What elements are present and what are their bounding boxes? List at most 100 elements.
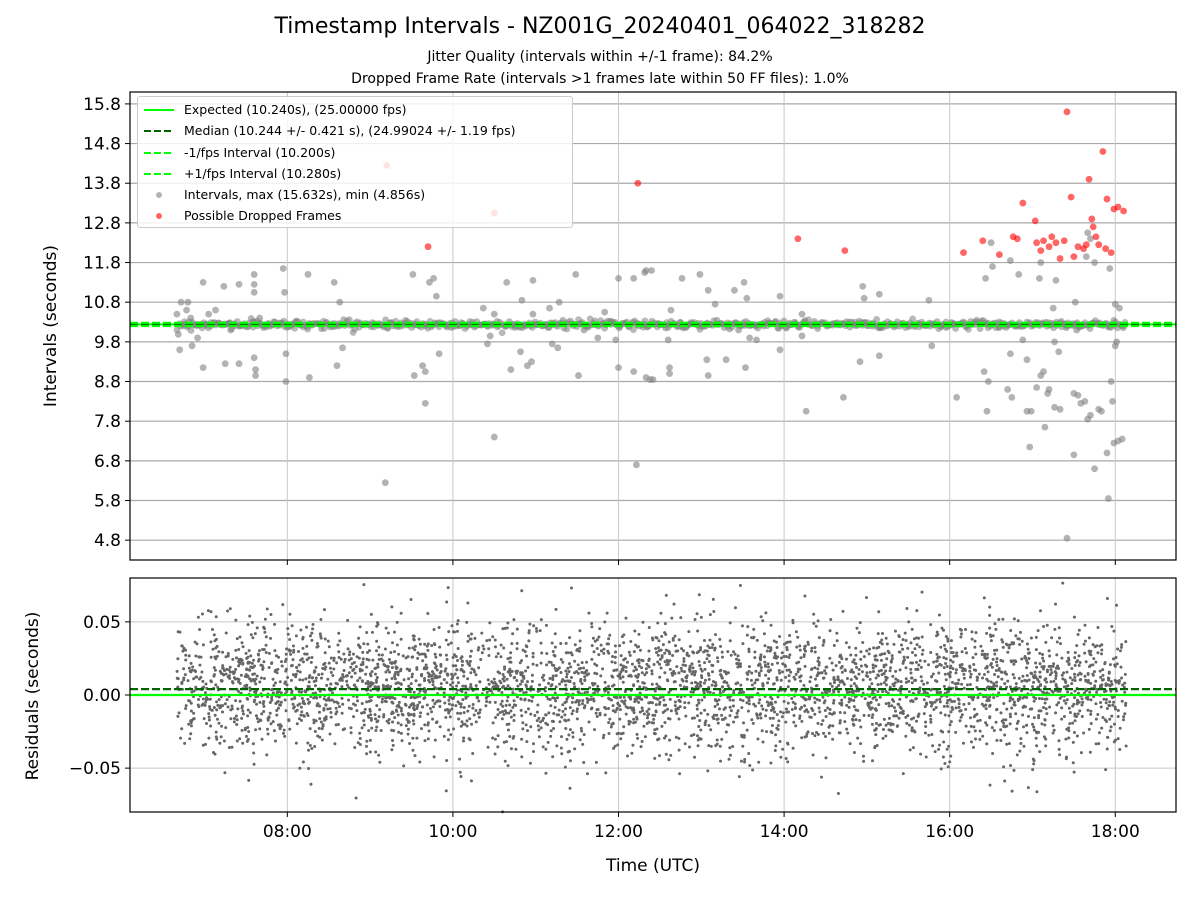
interval-point bbox=[1074, 392, 1082, 399]
interval-point bbox=[479, 304, 487, 312]
residual-point bbox=[231, 670, 235, 674]
residual-point bbox=[667, 758, 671, 762]
residual-point bbox=[663, 622, 667, 626]
residual-point bbox=[394, 665, 398, 669]
residual-point bbox=[1067, 656, 1071, 660]
residual-point bbox=[615, 706, 619, 710]
residual-point bbox=[720, 655, 724, 659]
residual-point bbox=[412, 722, 416, 726]
residual-point bbox=[688, 664, 692, 668]
residual-point bbox=[307, 676, 311, 680]
residual-point bbox=[798, 644, 802, 648]
dropped-frame-point bbox=[1033, 239, 1041, 247]
residual-point bbox=[318, 717, 322, 721]
residual-point bbox=[824, 672, 828, 676]
residual-point bbox=[1048, 673, 1052, 677]
residual-point bbox=[447, 702, 451, 706]
residual-point bbox=[859, 725, 863, 729]
residual-point bbox=[515, 647, 519, 651]
interval-point bbox=[282, 378, 290, 385]
residual-point bbox=[310, 656, 314, 660]
residual-point bbox=[978, 729, 982, 733]
residual-point bbox=[406, 720, 410, 724]
residual-point bbox=[474, 708, 478, 712]
interval-point bbox=[630, 326, 637, 334]
residual-point bbox=[613, 655, 617, 659]
residual-point bbox=[340, 696, 344, 700]
residual-point bbox=[466, 677, 470, 681]
residual-point bbox=[601, 667, 605, 671]
residual-point bbox=[1043, 685, 1047, 689]
residual-point bbox=[1087, 636, 1091, 640]
residual-point bbox=[520, 714, 524, 718]
residual-point bbox=[215, 654, 219, 658]
residual-point bbox=[476, 648, 480, 652]
residual-point bbox=[973, 729, 977, 733]
residual-point bbox=[235, 723, 239, 727]
residual-point bbox=[1107, 678, 1111, 682]
residual-point bbox=[189, 721, 193, 725]
residual-point bbox=[881, 728, 885, 732]
residual-point bbox=[756, 678, 760, 682]
residual-point bbox=[279, 703, 283, 707]
residual-point bbox=[231, 657, 235, 661]
residual-point bbox=[865, 649, 869, 653]
residual-point bbox=[258, 727, 262, 731]
residual-point bbox=[492, 677, 496, 681]
residual-point bbox=[1040, 697, 1044, 701]
residual-point bbox=[976, 719, 980, 723]
residual-point bbox=[261, 702, 265, 706]
residual-point bbox=[771, 682, 775, 686]
residual-point bbox=[977, 672, 981, 676]
residual-point bbox=[253, 632, 257, 636]
residual-point bbox=[281, 731, 285, 735]
residual-point bbox=[738, 664, 742, 668]
residual-point bbox=[758, 698, 762, 702]
residual-point bbox=[413, 648, 417, 652]
residual-point bbox=[542, 678, 546, 682]
residual-point bbox=[358, 667, 362, 671]
residual-point bbox=[502, 740, 506, 744]
residual-point bbox=[567, 679, 571, 683]
residual-point bbox=[690, 662, 694, 666]
residual-point bbox=[251, 742, 255, 746]
residual-point bbox=[290, 624, 294, 628]
residual-point bbox=[1032, 695, 1036, 699]
residual-point bbox=[504, 711, 508, 715]
residual-point bbox=[590, 657, 594, 661]
residual-point bbox=[616, 743, 620, 747]
residual-point bbox=[1109, 689, 1113, 693]
residual-point bbox=[1051, 731, 1055, 735]
residual-point bbox=[1099, 705, 1103, 709]
residual-point bbox=[658, 754, 662, 758]
interval-point bbox=[776, 346, 784, 354]
residual-point bbox=[647, 649, 651, 653]
residual-point bbox=[993, 648, 997, 652]
residual-point bbox=[606, 691, 610, 695]
residual-point bbox=[294, 634, 298, 638]
residual-point bbox=[986, 670, 990, 674]
residual-point bbox=[653, 728, 657, 732]
residual-point bbox=[954, 671, 958, 675]
interval-point bbox=[432, 292, 440, 300]
residual-point bbox=[378, 708, 382, 712]
residual-point bbox=[558, 682, 562, 686]
residual-point bbox=[229, 717, 233, 721]
residual-point bbox=[886, 721, 890, 725]
residual-point bbox=[496, 713, 500, 717]
residual-point bbox=[206, 609, 210, 613]
residual-point bbox=[487, 647, 491, 651]
residual-point bbox=[252, 672, 256, 676]
residual-point bbox=[420, 652, 424, 656]
residual-point bbox=[703, 678, 707, 682]
residual-point bbox=[279, 700, 283, 704]
residual-point bbox=[642, 681, 646, 685]
residual-point bbox=[288, 638, 292, 642]
residual-point bbox=[230, 704, 234, 708]
residual-point bbox=[1103, 662, 1107, 666]
residual-point bbox=[1003, 733, 1007, 737]
residual-point bbox=[249, 633, 253, 637]
residual-point bbox=[728, 698, 732, 702]
residual-point bbox=[559, 746, 563, 750]
dropped-frame-point bbox=[1102, 245, 1110, 253]
